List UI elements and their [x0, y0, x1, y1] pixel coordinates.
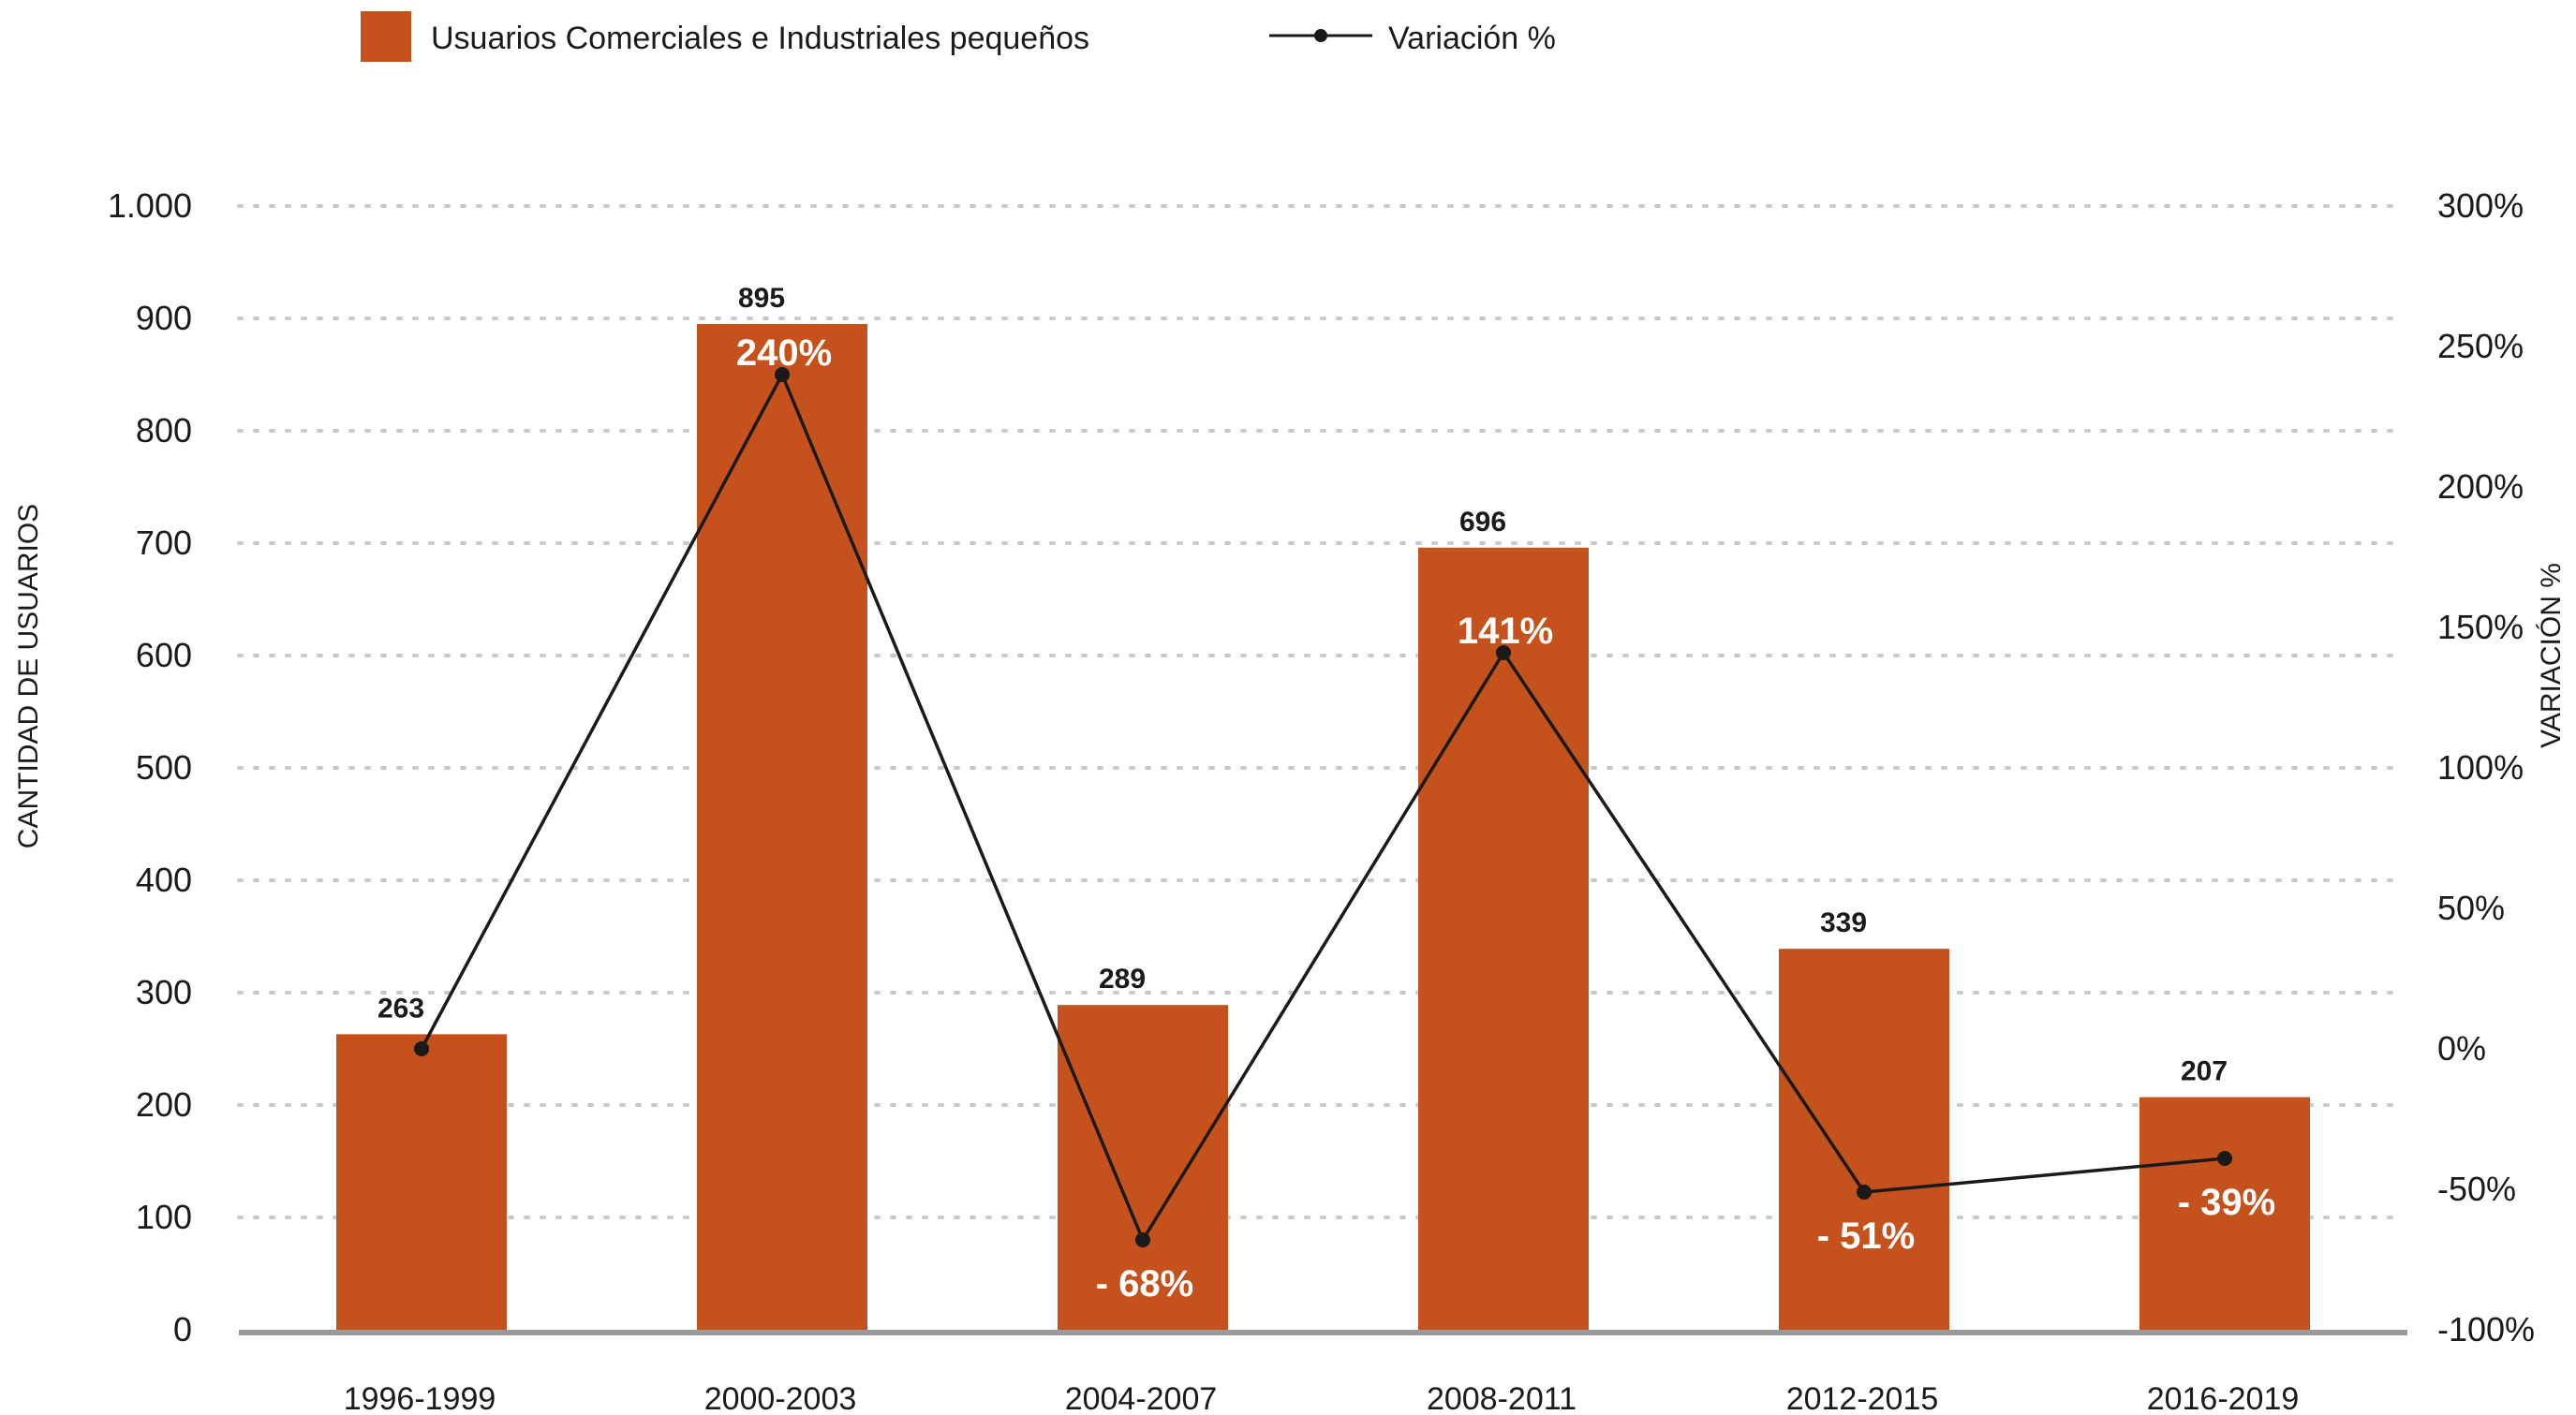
left-axis-ticks: 0 100 200 300 400 500 600 700 800 900 1.000 — [108, 186, 192, 1349]
right-tick-label: 150% — [2437, 608, 2524, 646]
right-tick-label: -100% — [2437, 1310, 2535, 1349]
variation-point-2012-2015 — [1857, 1185, 1872, 1200]
variation-line-series — [414, 367, 2232, 1247]
category-label: 2016-2019 — [2147, 1381, 2300, 1415]
bar-2004-2007 — [1058, 1005, 1228, 1330]
bars — [336, 324, 2310, 1330]
gridlines — [237, 204, 2400, 1219]
left-tick-label: 100 — [136, 1198, 192, 1236]
bar-value-label: 696 — [1459, 507, 1506, 538]
variation-point-2000-2003 — [775, 367, 790, 382]
bar-2008-2011 — [1418, 547, 1589, 1330]
right-tick-label: 100% — [2437, 748, 2524, 787]
right-tick-label: -50% — [2437, 1170, 2516, 1208]
variation-line — [420, 373, 2226, 1242]
legend-swatch-bar — [361, 11, 411, 62]
variation-value-label: - 39% — [2178, 1182, 2276, 1223]
bar-1996-1999 — [336, 1034, 507, 1330]
left-tick-label: 0 — [173, 1310, 192, 1349]
category-label: 2012-2015 — [1786, 1381, 1939, 1415]
legend-label-bar: Usuarios Comerciales e Industriales pequ… — [431, 21, 1089, 56]
category-label: 2008-2011 — [1427, 1381, 1577, 1415]
right-axis-title: VARIACIÓN % — [2536, 563, 2567, 748]
variation-value-label: - 68% — [1096, 1263, 1194, 1304]
right-tick-label: 50% — [2437, 889, 2505, 927]
left-tick-label: 800 — [136, 411, 192, 450]
bar-value-label: 339 — [1820, 907, 1867, 938]
variation-value-label: - 51% — [1817, 1216, 1916, 1257]
legend-label-line: Variación % — [1388, 21, 1556, 56]
bar-2016-2019 — [2139, 1097, 2310, 1330]
bar-2000-2003 — [697, 324, 867, 1330]
left-tick-label: 300 — [136, 973, 192, 1011]
right-tick-label: 250% — [2437, 327, 2524, 365]
left-tick-label: 500 — [136, 748, 192, 787]
left-tick-label: 1.000 — [108, 186, 192, 225]
variation-value-label: 240% — [736, 332, 832, 374]
left-tick-label: 200 — [136, 1085, 192, 1124]
variation-value-label: 141% — [1458, 611, 1553, 652]
variation-point-2008-2011 — [1496, 645, 1511, 660]
bar-2012-2015 — [1779, 949, 1949, 1330]
variation-point-1996-1999 — [414, 1041, 429, 1056]
bar-value-label: 289 — [1099, 964, 1146, 995]
data-labels: 263 895 289 696 339 207 240% - 68% 141% - 51% - 39… — [378, 283, 2275, 1304]
bar-value-label: 263 — [378, 993, 424, 1024]
bar-value-label: 895 — [738, 283, 785, 314]
category-label: 2000-2003 — [704, 1381, 857, 1415]
left-tick-label: 400 — [136, 861, 192, 899]
right-tick-label: 200% — [2437, 467, 2524, 506]
category-label: 2004-2007 — [1065, 1381, 1218, 1415]
category-label: 1996-1999 — [344, 1381, 496, 1415]
left-tick-label: 700 — [136, 523, 192, 562]
legend-swatch-marker — [1314, 29, 1327, 42]
right-tick-label: 300% — [2437, 186, 2524, 225]
bar-value-label: 207 — [2181, 1056, 2228, 1087]
legend: Usuarios Comerciales e Industriales pequ… — [361, 11, 1556, 62]
left-tick-label: 600 — [136, 636, 192, 674]
right-tick-label: 0% — [2437, 1029, 2486, 1068]
variation-point-2016-2019 — [2217, 1151, 2232, 1166]
right-axis-ticks: -100% -50% 0% 50% 100% 150% 200% 250% 300% — [2437, 186, 2535, 1349]
left-axis-title: CANTIDAD DE USUARIOS — [13, 504, 44, 848]
variation-point-2004-2007 — [1135, 1232, 1150, 1247]
category-labels: 1996-1999 2000-2003 2004-2007 2008-2011 2012… — [344, 1381, 2300, 1415]
left-tick-label: 900 — [136, 299, 192, 337]
